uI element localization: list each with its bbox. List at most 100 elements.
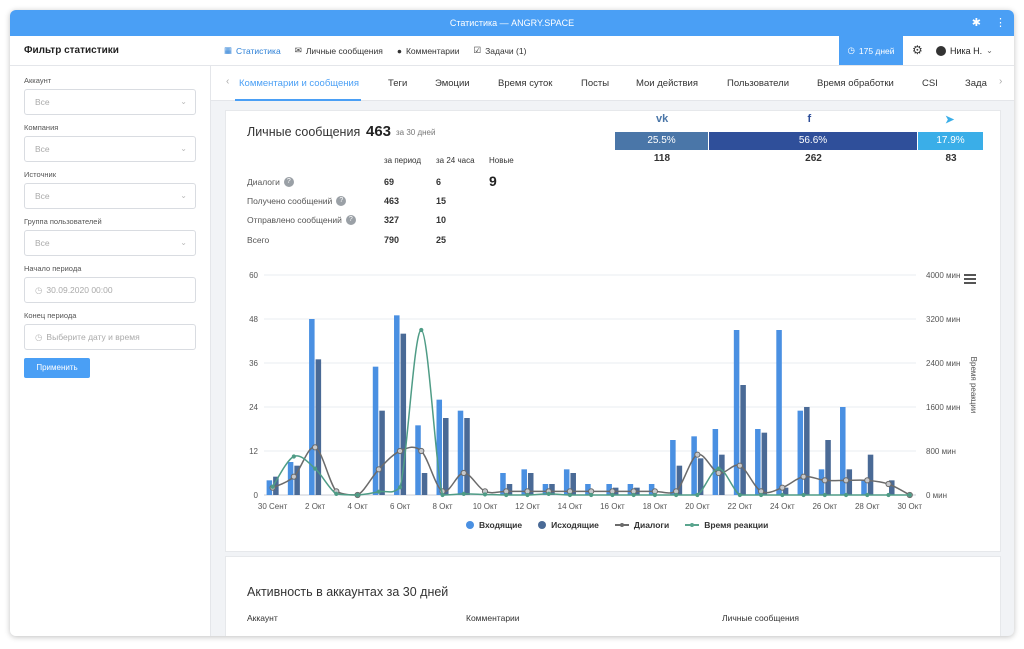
legend-reaction[interactable]: Время реакции: [685, 520, 768, 530]
bar-outgoing: [867, 454, 874, 495]
legend-incoming[interactable]: Входящие: [466, 520, 522, 530]
help-icon[interactable]: ?: [345, 215, 356, 225]
stat-row-text: Всего: [247, 235, 270, 245]
point-reaction: [525, 492, 530, 498]
tab-5[interactable]: Мои действия: [636, 78, 698, 89]
point-dialogs: [821, 477, 828, 484]
bar-outgoing: [761, 432, 768, 495]
tab-0[interactable]: Комментарии и сообщения: [239, 78, 359, 89]
bar-incoming: [861, 480, 867, 495]
tab-8[interactable]: CSI: [922, 78, 938, 89]
stat-row-label: Диалоги?: [247, 177, 294, 187]
tab-7[interactable]: Время обработки: [817, 78, 894, 89]
activity-col-account: Аккаунт: [247, 613, 278, 623]
company-select[interactable]: Все ⌄: [24, 136, 196, 162]
point-dialogs: [864, 477, 871, 484]
point-reaction: [843, 492, 849, 498]
tab-3[interactable]: Время суток: [498, 78, 553, 89]
bar-incoming: [670, 440, 676, 495]
nav-item-0[interactable]: ▦ Статистика: [224, 45, 281, 56]
point-reaction: [822, 492, 827, 498]
point-reaction: [907, 492, 912, 498]
user-menu[interactable]: Ника Н. ⌄: [936, 36, 993, 65]
bar-incoming: [840, 407, 846, 495]
source-select[interactable]: Все ⌄: [24, 183, 196, 209]
chevron-right-icon[interactable]: ›: [999, 76, 1003, 87]
end-period-label: Конец периода: [24, 311, 77, 320]
point-dialogs: [290, 473, 297, 480]
user-avatar-icon: [936, 45, 946, 56]
y2-tick-label: 0 мин: [926, 491, 947, 500]
chart-menu-icon[interactable]: [964, 274, 976, 284]
account-label: Аккаунт: [24, 76, 52, 85]
stat-period-value: 463: [384, 196, 400, 206]
apply-button[interactable]: Применить: [24, 358, 90, 378]
social-count: 83: [945, 153, 957, 164]
telegram-icon: ➤: [945, 114, 955, 126]
end-period-placeholder: Выберите дату и время: [46, 332, 140, 342]
chevron-down-icon: ⌄: [180, 144, 187, 153]
tab-4[interactable]: Посты: [581, 78, 610, 89]
more-vertical-icon[interactable]: ⋮: [995, 17, 1006, 29]
gear-icon[interactable]: ⚙: [912, 43, 923, 57]
days-button[interactable]: ◷ 175 дней: [839, 36, 903, 65]
point-reaction: [440, 492, 445, 498]
point-reaction: [334, 491, 339, 496]
col-24h: за 24 часа: [436, 156, 475, 165]
point-dialogs: [396, 447, 404, 455]
x-tick-label: 30 Сент: [258, 502, 288, 511]
group-select[interactable]: Все ⌄: [24, 230, 196, 256]
account-select[interactable]: Все ⌄: [24, 89, 196, 115]
x-tick-label: 18 Окт: [643, 502, 668, 511]
y2-tick-label: 1600 мин: [926, 403, 960, 412]
point-reaction: [886, 492, 891, 498]
bar-incoming: [372, 366, 379, 495]
nav-item-2[interactable]: ● Комментарии: [397, 46, 460, 56]
bar-incoming: [394, 315, 400, 495]
tab-2[interactable]: Эмоции: [435, 78, 470, 89]
point-reaction: [801, 492, 806, 498]
activity-col-messages: Личные сообщения: [722, 613, 799, 623]
stat-24h-value: 10: [436, 215, 447, 225]
end-period-input[interactable]: ◷ Выберите дату и время: [24, 324, 196, 350]
point-reaction: [652, 492, 657, 498]
bar-incoming: [606, 484, 612, 495]
point-reaction: [631, 492, 636, 498]
messages-stats-card: Личные сообщения 463 за 30 дней за перио…: [225, 110, 1001, 552]
point-dialogs: [311, 444, 319, 451]
help-icon[interactable]: ?: [283, 177, 294, 187]
start-period-input[interactable]: ◷ 30.09.2020 00:00: [24, 277, 196, 303]
col-new: Новые: [489, 156, 514, 165]
activity-col-comments: Комментарии: [466, 613, 520, 623]
stat-period-value: 69: [384, 177, 395, 187]
nav-item-label: Задачи (1): [485, 45, 527, 56]
help-icon[interactable]: ?: [336, 196, 347, 206]
stat-24h-value: 6: [436, 177, 442, 187]
bar-outgoing: [421, 473, 428, 495]
point-reaction: [355, 492, 360, 498]
bar-incoming: [648, 484, 655, 495]
vk-icon: vk: [656, 113, 669, 125]
bar-outgoing: [846, 469, 853, 495]
tab-9[interactable]: Зада: [965, 78, 987, 89]
bar-incoming: [776, 330, 782, 495]
tab-6[interactable]: Пользователи: [727, 78, 790, 89]
pm-total: 463: [366, 123, 392, 140]
stat-row-text: Получено сообщений: [247, 196, 333, 206]
nav-item-1[interactable]: ✉ Личные сообщения: [295, 45, 383, 56]
legend-outgoing[interactable]: Исходящие: [538, 520, 599, 530]
legend-dialogs[interactable]: Диалоги: [614, 520, 669, 530]
bar-incoming: [457, 410, 464, 495]
nav-item-3[interactable]: ☑ Задачи (1): [474, 45, 527, 56]
bar-outgoing: [443, 418, 449, 495]
bar-outgoing: [400, 333, 407, 495]
puzzle-icon[interactable]: ✱: [971, 17, 981, 29]
col-period: за период: [384, 156, 421, 165]
chevron-left-icon[interactable]: ‹: [226, 76, 230, 87]
days-label: 175 дней: [858, 45, 895, 56]
tab-1[interactable]: Теги: [388, 78, 408, 89]
point-reaction: [610, 492, 615, 498]
checkbox-icon: ☑: [473, 45, 482, 55]
bar-outgoing: [804, 407, 810, 495]
point-reaction: [567, 492, 573, 498]
